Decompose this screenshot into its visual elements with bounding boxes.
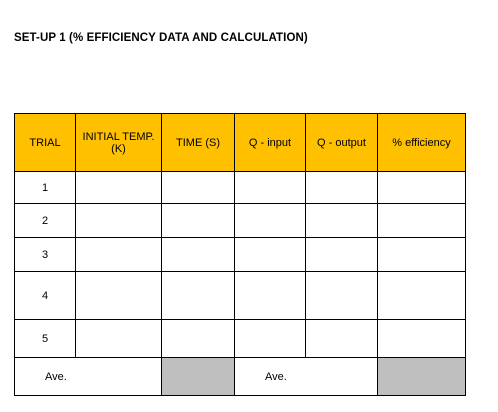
q-input-cell[interactable]	[234, 237, 306, 272]
q-input-cell[interactable]	[234, 203, 306, 238]
q-output-cell[interactable]	[305, 319, 378, 358]
header-row: TRIAL INITIAL TEMP. (K) TIME (S) Q - inpu…	[14, 113, 466, 172]
q-output-cell[interactable]	[305, 203, 378, 238]
efficiency-cell[interactable]	[377, 319, 466, 358]
initial-temp-cell[interactable]	[75, 237, 162, 272]
trial-number: 5	[14, 319, 76, 358]
header-q-input: Q - input	[234, 113, 306, 172]
q-input-cell[interactable]	[234, 319, 306, 358]
average-label-q: Ave.	[234, 357, 378, 396]
header-initial-temp: INITIAL TEMP. (K)	[75, 113, 162, 172]
header-time: TIME (S)	[161, 113, 235, 172]
shaded-cell-time	[161, 357, 235, 396]
table-row: 1	[14, 171, 466, 204]
efficiency-data-table: TRIAL INITIAL TEMP. (K) TIME (S) Q - inpu…	[14, 113, 466, 396]
average-label-initial-temp: Ave.	[14, 357, 162, 396]
table-row: 4	[14, 271, 466, 320]
time-cell[interactable]	[161, 271, 235, 320]
header-trial: TRIAL	[14, 113, 76, 172]
header-initial-temp-line1: INITIAL TEMP.	[82, 130, 155, 143]
q-output-cell[interactable]	[305, 237, 378, 272]
initial-temp-cell[interactable]	[75, 319, 162, 358]
q-input-cell[interactable]	[234, 271, 306, 320]
initial-temp-cell[interactable]	[75, 203, 162, 238]
q-output-cell[interactable]	[305, 271, 378, 320]
trial-number: 1	[14, 171, 76, 204]
trial-number: 4	[14, 271, 76, 320]
table-row: 2	[14, 203, 466, 238]
efficiency-cell[interactable]	[377, 237, 466, 272]
efficiency-cell[interactable]	[377, 203, 466, 238]
header-q-output: Q - output	[305, 113, 378, 172]
q-input-cell[interactable]	[234, 171, 306, 204]
table-row: 5	[14, 319, 466, 358]
efficiency-cell[interactable]	[377, 171, 466, 204]
time-cell[interactable]	[161, 319, 235, 358]
header-efficiency: % efficiency	[377, 113, 466, 172]
average-row: Ave. Ave.	[14, 357, 466, 396]
time-cell[interactable]	[161, 203, 235, 238]
trial-number: 3	[14, 237, 76, 272]
initial-temp-cell[interactable]	[75, 271, 162, 320]
efficiency-cell[interactable]	[377, 271, 466, 320]
time-cell[interactable]	[161, 237, 235, 272]
header-initial-temp-line2: (K)	[111, 142, 126, 155]
q-output-cell[interactable]	[305, 171, 378, 204]
table-row: 3	[14, 237, 466, 272]
document-title: SET-UP 1 (% EFFICIENCY DATA AND CALCULAT…	[14, 32, 308, 44]
initial-temp-cell[interactable]	[75, 171, 162, 204]
trial-number: 2	[14, 203, 76, 238]
time-cell[interactable]	[161, 171, 235, 204]
shaded-cell-efficiency	[377, 357, 466, 396]
